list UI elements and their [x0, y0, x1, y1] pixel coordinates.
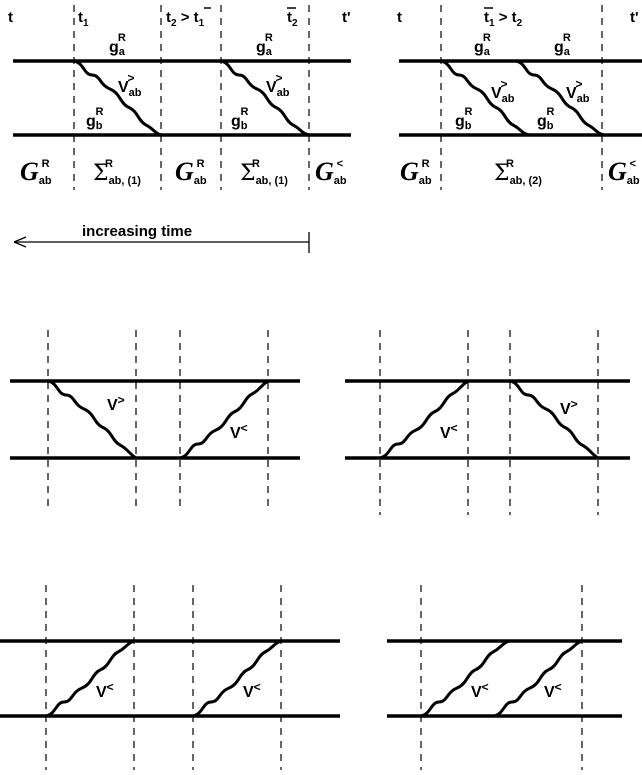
- interaction-wave: [45, 639, 135, 718]
- label-G-ab-lt: Gab<: [608, 157, 640, 187]
- label-tprime: t': [342, 9, 351, 26]
- middle-right-diagram: V< V>: [345, 330, 630, 515]
- top-right-panel: t t1 > t2 t' gaR gaR gbR gbR Vab> Vab> G…: [397, 5, 642, 190]
- label-ga: gaR: [109, 32, 126, 58]
- bottom-right-diagram: V< V<: [387, 585, 622, 770]
- label-increasing-time: increasing time: [82, 223, 192, 240]
- label-gb: gbR: [231, 106, 249, 132]
- label-t1bar-gt-t2: t1 > t2: [484, 9, 523, 29]
- label-vab-gt: Vab>: [491, 77, 515, 105]
- label-t1: t1: [78, 9, 89, 29]
- time-arrow: increasing time: [13, 223, 310, 253]
- label-v-lt: V<: [471, 680, 489, 701]
- interaction-wave: [493, 639, 583, 718]
- label-ga: gaR: [474, 32, 491, 58]
- interaction-wave: [515, 59, 605, 137]
- label-v-lt: V<: [230, 421, 248, 442]
- interaction-wave: [220, 59, 310, 137]
- interaction-wave: [509, 379, 599, 460]
- label-G-ab-lt: Gab<: [315, 157, 347, 187]
- bottom-left-diagram: V< V<: [0, 585, 340, 770]
- interaction-wave: [179, 379, 269, 460]
- interaction-wave: [420, 639, 510, 718]
- interaction-wave: [47, 379, 137, 460]
- label-v-gt: V>: [560, 397, 578, 418]
- label-ga: gaR: [256, 32, 273, 58]
- label-gb: gbR: [86, 106, 104, 132]
- middle-left-diagram: V> V<: [10, 330, 300, 510]
- top-left-panel: t t1 t2 > t1 t2 t' gaR gaR gbR gbR Vab> …: [8, 5, 351, 190]
- label-ga: gaR: [554, 32, 571, 58]
- label-sigma-1: Σab, (1)R: [240, 158, 288, 187]
- label-t: t: [8, 9, 13, 26]
- label-sigma-2: Σab, (2)R: [494, 158, 542, 187]
- label-G-ab-R: GabR: [20, 157, 52, 187]
- interaction-wave: [192, 639, 282, 718]
- label-v-lt: V<: [544, 680, 562, 701]
- interaction-wave: [379, 379, 469, 460]
- label-vab-gt: Vab>: [118, 71, 142, 99]
- label-G-ab-R: GabR: [400, 157, 432, 187]
- label-gb: gbR: [537, 106, 555, 132]
- label-v-lt: V<: [440, 421, 458, 442]
- label-vab-gt: Vab>: [266, 71, 290, 99]
- label-t: t: [397, 9, 402, 26]
- interaction-wave: [73, 59, 162, 137]
- label-v-gt: V>: [107, 393, 125, 414]
- label-sigma-1: Σab, (1)R: [93, 158, 141, 187]
- label-v-lt: V<: [96, 680, 114, 701]
- label-t2bar: t2: [287, 9, 298, 29]
- label-t2-gt-t1bar: t2 > t1: [166, 9, 205, 29]
- label-v-lt: V<: [243, 680, 261, 701]
- label-tprime: t': [630, 9, 639, 26]
- arrow-head: [13, 236, 27, 248]
- label-vab-gt: Vab>: [566, 77, 590, 105]
- interaction-wave: [440, 59, 530, 137]
- label-G-ab-R: GabR: [175, 157, 207, 187]
- label-gb: gbR: [455, 106, 473, 132]
